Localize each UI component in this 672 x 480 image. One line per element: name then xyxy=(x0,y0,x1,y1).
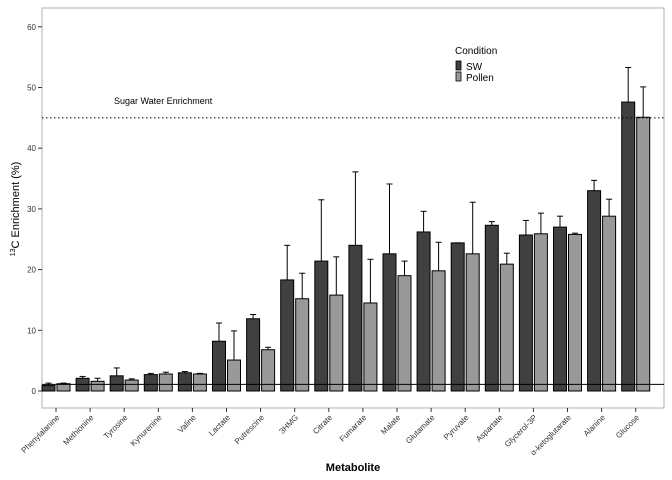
x-axis: Phenylalanine Methionine Tyrosine Kynurenin… xyxy=(20,408,642,457)
y-tick-label: 20 xyxy=(27,266,36,275)
x-tick-label: Aspartate xyxy=(474,413,505,444)
y-tick-label: 30 xyxy=(27,205,36,214)
bar-sw xyxy=(41,385,56,392)
legend-label-pollen: Pollen xyxy=(466,73,494,84)
y-tick-label: 50 xyxy=(27,84,36,93)
y-axis: 0 10 20 30 40 50 60 xyxy=(27,23,42,396)
bar-pollen xyxy=(568,233,582,392)
bar-sw xyxy=(382,253,397,392)
bar-pollen xyxy=(636,116,651,392)
bar-pollen xyxy=(227,359,241,392)
x-tick-label: Putrescine xyxy=(233,413,266,446)
bar-sw xyxy=(484,224,499,392)
bars-layer xyxy=(41,101,651,392)
x-tick-label: Citrate xyxy=(311,413,334,436)
y-tick-label: 40 xyxy=(27,144,36,153)
x-tick-label: Kynurenine xyxy=(129,413,164,448)
x-tick-label: Tyrosine xyxy=(102,413,130,441)
bar-pollen xyxy=(90,380,105,392)
bar-sw xyxy=(212,340,226,392)
bar-pollen xyxy=(533,233,548,392)
bar-sw xyxy=(416,231,431,392)
reference-lines-layer: Sugar Water Enrichment xyxy=(42,96,664,385)
x-tick-label: 3HMG xyxy=(277,413,300,436)
legend-label-sw: SW xyxy=(466,62,483,73)
x-tick-label: Malate xyxy=(379,413,403,437)
bar-pollen xyxy=(499,263,514,392)
bar-pollen xyxy=(329,294,344,392)
x-tick-label: Methionine xyxy=(61,413,95,447)
x-tick-label: Glutamate xyxy=(404,413,437,446)
legend-title: Condition xyxy=(455,46,497,57)
x-tick-label: Glucose xyxy=(614,413,642,441)
legend-key-sw xyxy=(455,60,462,71)
x-tick-label: Fumarate xyxy=(338,413,369,444)
bar-sw xyxy=(450,242,465,392)
bar-sw xyxy=(621,101,636,392)
bar-sw xyxy=(143,374,158,392)
y-tick-label: 10 xyxy=(27,326,36,335)
bar-sw xyxy=(553,226,567,392)
bar-pollen xyxy=(465,253,480,392)
bar-sw xyxy=(314,260,329,392)
legend: Condition SW Pollen xyxy=(455,46,497,84)
bar-sw xyxy=(348,244,363,392)
y-axis-title-text: C Enrichment (%) xyxy=(10,162,22,249)
bar-pollen xyxy=(602,215,617,392)
bar-pollen xyxy=(397,275,412,392)
reference-line-label: Sugar Water Enrichment xyxy=(114,96,213,106)
bar-sw xyxy=(587,190,602,392)
bar-sw xyxy=(109,375,124,392)
bar-pollen xyxy=(124,379,139,392)
y-axis-title: 13C Enrichment (%) xyxy=(10,162,22,257)
x-tick-label: Phenylalanine xyxy=(20,413,62,455)
x-tick-label: Lactate xyxy=(207,413,232,438)
legend-key-pollen xyxy=(455,71,462,82)
x-axis-title: Metabolite xyxy=(326,462,380,474)
bar-pollen xyxy=(295,298,310,392)
error-bars-layer xyxy=(45,66,647,386)
bar-sw xyxy=(246,318,261,392)
bar-pollen xyxy=(363,302,378,392)
y-tick-label: 0 xyxy=(32,387,37,396)
bar-pollen xyxy=(192,373,207,392)
bar-sw xyxy=(518,234,533,392)
bar-pollen xyxy=(158,373,173,392)
x-tick-label: Alanine xyxy=(582,413,608,439)
x-tick-label: Pyruvate xyxy=(442,413,471,442)
y-tick-label: 60 xyxy=(27,23,36,32)
x-tick-label: Valine xyxy=(176,413,198,435)
x-tick-label: Glycerol-3P xyxy=(503,413,539,449)
bar-sw xyxy=(280,279,295,392)
bar-sw xyxy=(177,372,192,392)
y-axis-title-superscript: 13 xyxy=(10,248,17,256)
bar-pollen xyxy=(431,270,446,392)
